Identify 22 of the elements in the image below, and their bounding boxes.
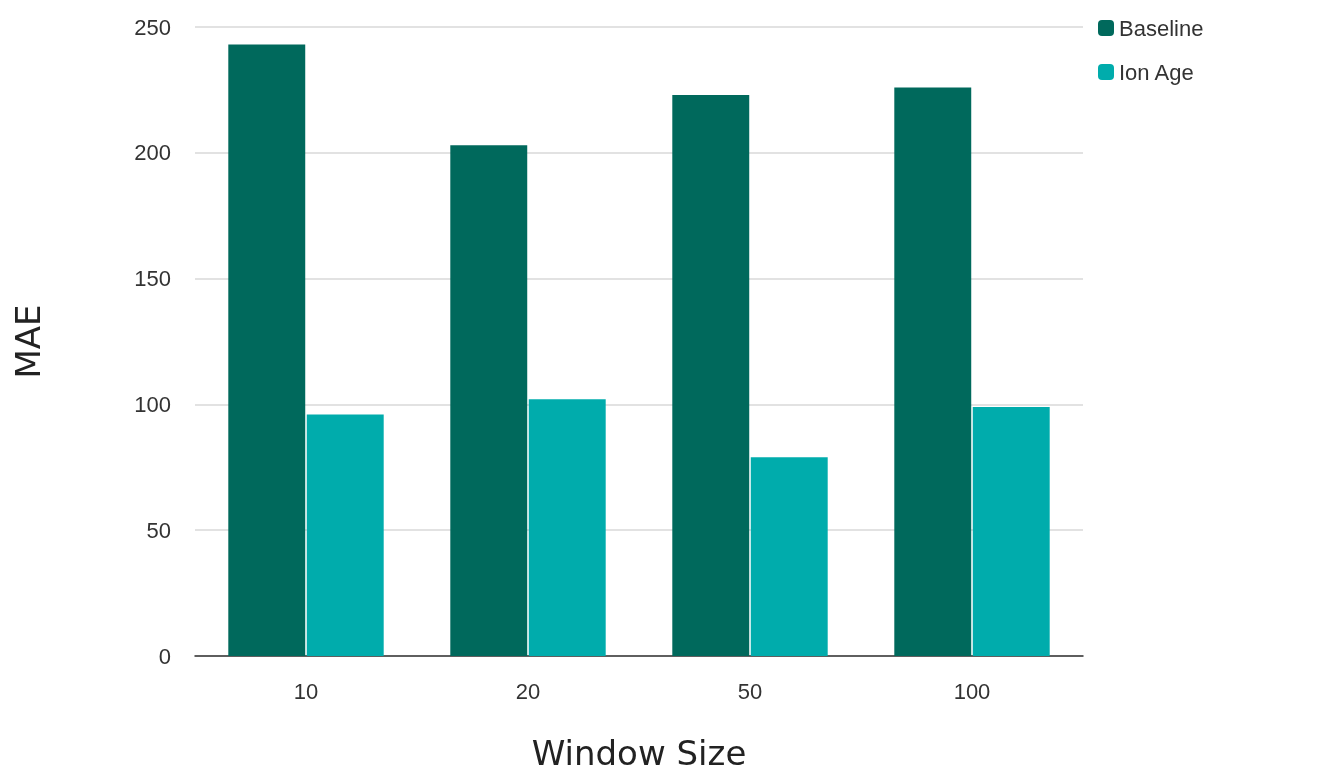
- y-tick-label: 50: [146, 517, 171, 543]
- bar: [750, 457, 828, 656]
- y-tick-label: 0: [158, 643, 171, 669]
- bar: [972, 406, 1050, 656]
- y-axis-title: MAE: [8, 304, 48, 379]
- bar: [672, 94, 750, 656]
- y-tick-label: 150: [134, 266, 171, 292]
- y-tick-label: 100: [134, 391, 171, 417]
- legend-label: Baseline: [1119, 15, 1204, 41]
- y-tick-label: 250: [134, 14, 171, 40]
- legend-label: Ion Age: [1119, 59, 1194, 85]
- bar: [228, 44, 306, 656]
- x-tick-label: 20: [515, 678, 541, 704]
- x-tick-label: 50: [737, 678, 763, 704]
- x-axis-title: Window Size: [531, 733, 747, 773]
- y-tick-label: 200: [134, 140, 171, 166]
- x-tick-label: 100: [953, 678, 991, 704]
- bar: [894, 87, 972, 656]
- x-tick-label: 10: [293, 678, 319, 704]
- bar: [450, 145, 528, 656]
- bar: [306, 414, 384, 656]
- bar: [528, 399, 606, 656]
